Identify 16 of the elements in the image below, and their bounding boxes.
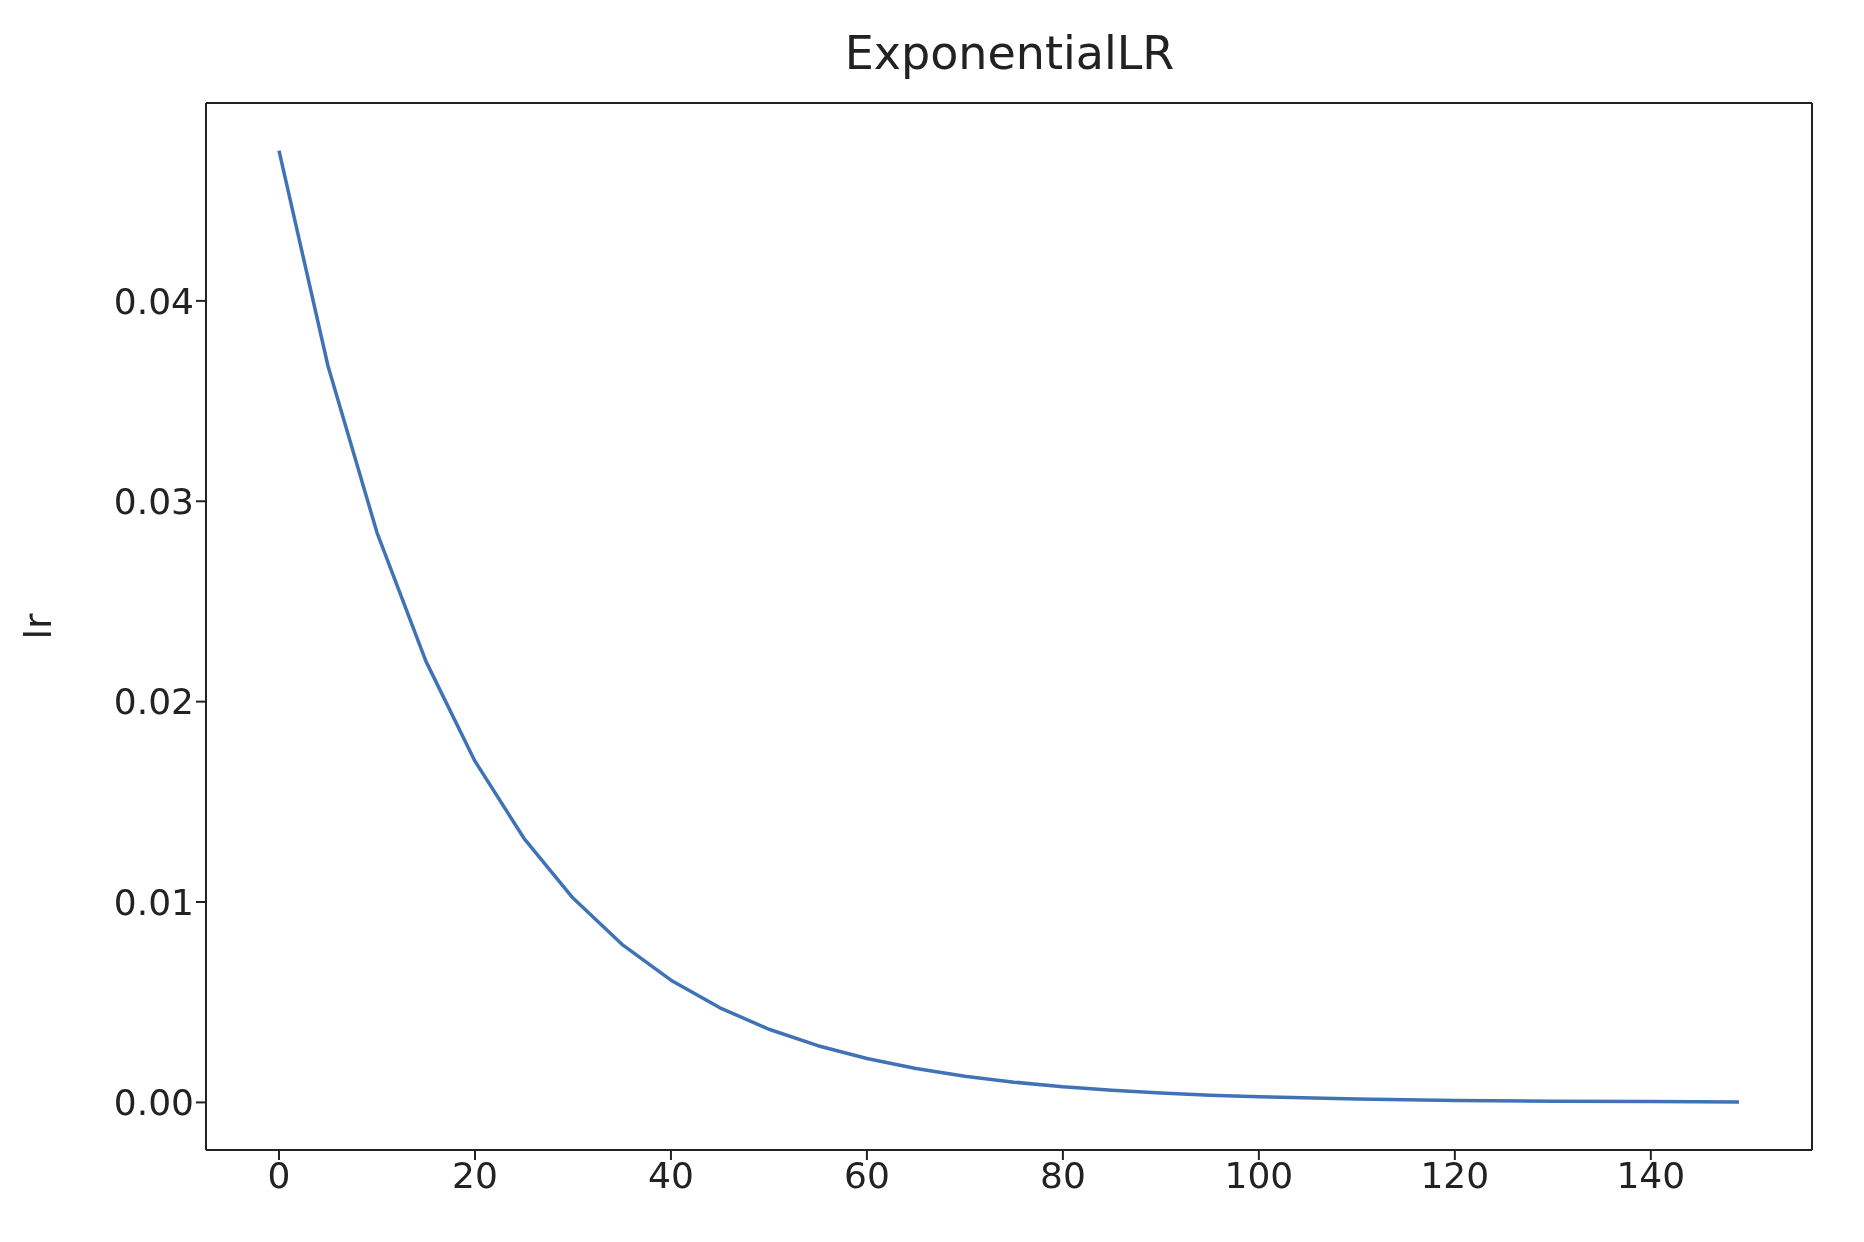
- y-tick-label: 0.03: [113, 481, 194, 523]
- x-tick-label: 60: [844, 1154, 890, 1196]
- x-tick-label: 80: [1039, 1154, 1086, 1196]
- x-tick-label: 40: [648, 1154, 694, 1196]
- x-tick-label: 100: [1224, 1154, 1294, 1196]
- x-tick-label: 120: [1420, 1154, 1490, 1196]
- y-tick-label: 0.00: [113, 1082, 194, 1124]
- y-tick-label: 0.01: [113, 881, 194, 923]
- line-series: [277, 148, 1741, 1104]
- x-tick-label: 140: [1616, 1154, 1686, 1196]
- y-tick-label: 0.02: [113, 681, 194, 723]
- y-tick-label: 0.04: [113, 280, 194, 322]
- x-tick-label: 0: [267, 1154, 291, 1196]
- y-axis-title: lr: [16, 613, 61, 640]
- chart-title: ExponentialLR: [843, 26, 1176, 80]
- x-tick-label: 20: [452, 1154, 498, 1196]
